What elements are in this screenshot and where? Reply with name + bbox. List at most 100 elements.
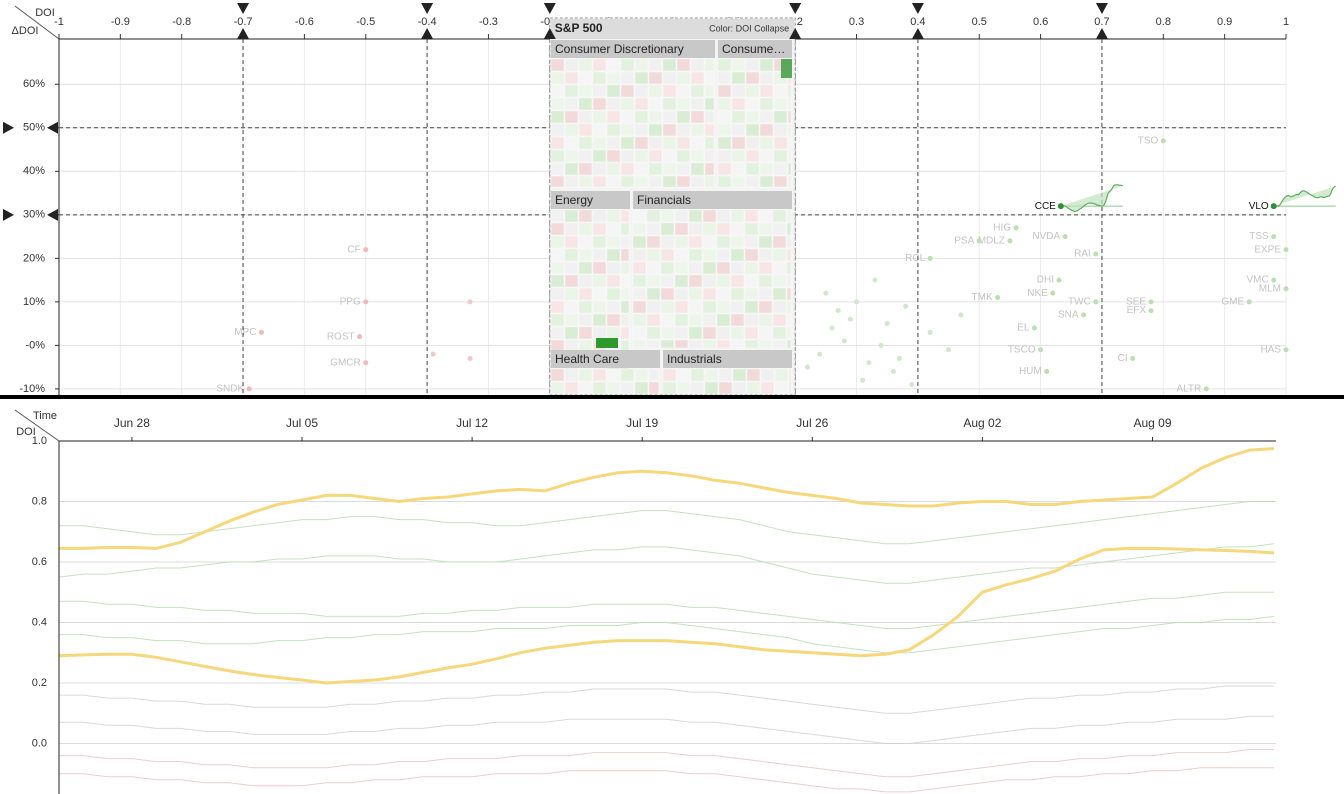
y-tick-label: -10% [19, 383, 45, 395]
treemap-cell [702, 313, 717, 327]
treemap-cell [660, 326, 675, 340]
treemap-cell [787, 149, 792, 163]
treemap-cell [702, 248, 717, 262]
selection-handle [789, 3, 802, 14]
treemap-cell [646, 235, 661, 249]
treemap-cell [620, 248, 630, 262]
point [896, 355, 902, 361]
treemap-cell [717, 71, 732, 85]
treemap-cell [745, 123, 760, 137]
treemap-cell [648, 84, 663, 98]
treemap-cell [772, 287, 787, 301]
treemap-cell [702, 235, 717, 249]
treemap-cell [592, 287, 607, 301]
treemap-cell [578, 162, 593, 176]
treemap-cell [702, 326, 717, 340]
treemap-cell [606, 175, 621, 188]
treemap-cell [717, 162, 732, 176]
treemap-cell [676, 136, 691, 150]
treemap-cell [730, 313, 745, 327]
treemap-cell [564, 175, 579, 188]
treemap-cell [674, 209, 689, 223]
point-label: NKE [1027, 288, 1048, 299]
treemap-cell [690, 368, 705, 382]
treemap-cell [758, 209, 773, 223]
y-tick-label: 1.0 [32, 435, 47, 447]
treemap-cell [606, 261, 621, 275]
treemap-cell [716, 248, 731, 262]
point [927, 255, 933, 261]
treemap-cell [564, 222, 579, 236]
treemap-cell [759, 123, 774, 137]
treemap-cell [772, 235, 787, 249]
point-label: GME [1221, 297, 1244, 308]
treemap-cell [620, 235, 630, 249]
treemap-cell [786, 261, 792, 275]
treemap-cell [550, 58, 565, 72]
treemap-cell [702, 339, 717, 349]
series-line [58, 543, 1275, 584]
treemap-cell [690, 84, 705, 98]
treemap-cell [717, 149, 732, 163]
treemap-cell [564, 136, 579, 150]
treemap-cell [620, 287, 630, 301]
treemap-cell [550, 381, 565, 395]
treemap-cell [632, 261, 647, 275]
point [835, 308, 841, 314]
x-tick-label: 0.5 [972, 16, 987, 28]
treemap-cell [718, 381, 733, 395]
point-label: EL [1017, 323, 1030, 334]
treemap-cell [592, 235, 607, 249]
treemap-cell [620, 58, 635, 72]
x-axis-label: Time [33, 410, 57, 422]
point-label: MLM [1259, 283, 1281, 294]
treemap-cell [660, 287, 675, 301]
selection-handle [543, 28, 556, 39]
treemap-cell [704, 162, 715, 176]
treemap-header [550, 19, 795, 39]
series-line [59, 501, 1274, 545]
treemap-cell [716, 222, 731, 236]
treemap-cell [564, 326, 579, 340]
treemap-cell [620, 110, 635, 124]
treemap-cell [606, 149, 621, 163]
point [1283, 347, 1289, 353]
treemap-cell [786, 339, 792, 349]
sector-label: Financials [637, 193, 691, 207]
treemap-cell [578, 110, 593, 124]
treemap-cell [564, 287, 579, 301]
highlight-point [1270, 203, 1277, 210]
treemap-cell [745, 175, 760, 188]
treemap-cell [716, 313, 731, 327]
treemap-cell [690, 123, 705, 137]
treemap-cell [688, 248, 703, 262]
treemap-cell [592, 368, 607, 382]
point [1271, 234, 1277, 240]
treemap-cell [592, 71, 607, 85]
treemap-cell [730, 300, 745, 314]
treemap-cell [578, 97, 593, 111]
treemap-cell [578, 123, 593, 137]
treemap-cell [759, 136, 774, 150]
treemap-cell [662, 149, 677, 163]
treemap-cell [606, 136, 621, 150]
treemap-cell [634, 110, 649, 124]
treemap-cell [662, 71, 677, 85]
treemap-cell [787, 123, 792, 137]
treemap-cell [772, 248, 787, 262]
treemap-cell [634, 58, 649, 72]
treemap-cell [662, 84, 677, 98]
y-tick-label: 30% [23, 209, 45, 221]
point [1062, 234, 1068, 240]
point-label: TMK [972, 292, 993, 303]
treemap-cell [774, 381, 789, 395]
point [363, 360, 369, 366]
series-line [59, 685, 1274, 714]
treemap-cell [744, 274, 759, 288]
point-label: RAI [1074, 249, 1091, 260]
treemap-cell [564, 84, 579, 98]
highlight-point [1057, 203, 1064, 210]
treemap-cell [745, 162, 760, 176]
treemap-cell [772, 300, 787, 314]
treemap-cell [592, 209, 607, 223]
